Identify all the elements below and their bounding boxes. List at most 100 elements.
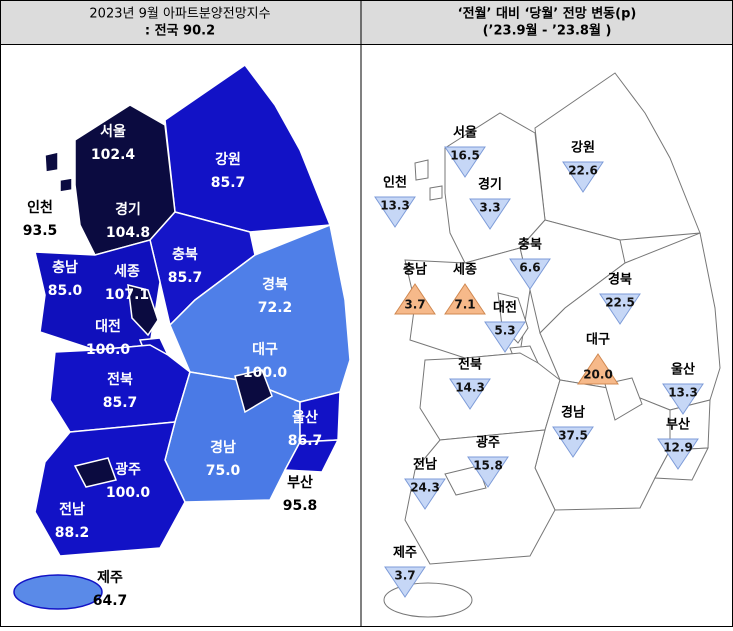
change-triangle-down (562, 161, 604, 193)
region-name: 충남 (403, 262, 427, 278)
region-value: 85.0 (48, 283, 83, 299)
region-shape (13, 574, 103, 610)
change-value: 3.7 (394, 569, 415, 583)
region-value: 104.8 (106, 225, 150, 241)
change-triangle-down (467, 456, 509, 488)
change-value: 6.6 (519, 261, 540, 275)
region-value: 88.2 (55, 525, 90, 541)
change-value: 3.3 (479, 201, 500, 215)
region-shape (444, 465, 487, 496)
left-subtitle: : 전국 90.2 (145, 23, 215, 39)
change-value: 15.8 (473, 459, 503, 473)
left-map (13, 63, 351, 610)
change-triangle-down (552, 426, 594, 458)
region-name: 부산 (287, 474, 313, 491)
change-value: 3.7 (404, 298, 425, 312)
change-triangle-down (599, 293, 641, 325)
region-shape (234, 369, 273, 414)
right-map (383, 72, 721, 618)
change-triangle-down (662, 383, 704, 415)
region-name: 전북 (458, 357, 482, 373)
region-value: 100.0 (243, 365, 288, 381)
region-shape (429, 185, 443, 201)
region-value: 95.8 (283, 498, 318, 514)
region-name: 충북 (518, 237, 542, 253)
region-shape (164, 63, 332, 233)
change-triangle-down (449, 378, 491, 410)
change-triangle-down (509, 258, 551, 290)
region-shape (73, 457, 117, 488)
region-value: 100.0 (86, 342, 131, 358)
change-triangle-down (657, 438, 699, 470)
region-name: 강원 (571, 140, 595, 156)
change-value: 13.3 (668, 386, 698, 400)
region-value: 75.0 (206, 463, 241, 479)
region-shape (419, 352, 561, 441)
region-value: 85.7 (103, 395, 138, 411)
region-name: 광주 (115, 461, 141, 478)
region-name: 세종 (453, 263, 477, 278)
region-shape (49, 344, 191, 433)
region-name: 충남 (52, 259, 78, 276)
region-shape (497, 292, 529, 344)
region-shape (404, 429, 556, 565)
change-value: 12.9 (663, 441, 693, 455)
region-shape (604, 377, 643, 421)
region-name: 부산 (666, 417, 690, 433)
region-value: 107.1 (105, 287, 149, 303)
change-value: 22.6 (568, 164, 598, 178)
region-name: 울산 (671, 362, 695, 378)
change-triangle-down (484, 321, 526, 353)
region-name: 강원 (215, 151, 241, 168)
region-value: 100.0 (106, 485, 151, 501)
change-value: 37.5 (558, 429, 588, 443)
region-name: 경북 (608, 272, 632, 288)
region-name: 인천 (383, 175, 407, 191)
change-value: 16.5 (450, 149, 480, 163)
region-value: 86.7 (288, 433, 323, 449)
region-name: 울산 (292, 409, 318, 426)
region-shape (534, 72, 701, 241)
change-value: 7.1 (454, 298, 475, 312)
right-subtitle: (’23.9월 - ’23.8월 ) (483, 23, 612, 39)
region-name: 광주 (476, 436, 500, 451)
header-bg (0, 0, 733, 45)
region-value: 93.5 (23, 223, 58, 239)
change-triangle-down (469, 198, 511, 230)
change-value: 13.3 (380, 199, 410, 213)
change-value: 5.3 (494, 324, 515, 338)
region-name: 대전 (95, 318, 121, 335)
labels: 서울 102.4 강원 85.7 인천 93.5 경기 104.8 충남 85.0 세종 107.1 충… (23, 123, 704, 609)
region-name: 인천 (27, 199, 53, 216)
change-triangle-down (384, 566, 426, 598)
region-shape (414, 159, 429, 181)
change-triangle-down (404, 478, 446, 510)
change-value: 14.3 (455, 381, 485, 395)
region-name: 서울 (100, 123, 126, 140)
region-name: 경기 (115, 201, 141, 218)
region-name: 대구 (252, 342, 278, 358)
region-name: 경기 (478, 177, 502, 193)
change-triangle-up (444, 283, 486, 315)
region-name: 제주 (393, 546, 417, 561)
region-value: 64.7 (93, 593, 128, 609)
region-name: 경남 (561, 405, 585, 421)
change-triangle-down (374, 196, 416, 228)
change-value: 24.3 (410, 481, 440, 495)
region-name: 대전 (493, 300, 517, 316)
region-shape (44, 151, 59, 173)
region-shape (283, 439, 340, 473)
region-name: 전남 (59, 501, 85, 518)
region-value: 102.4 (91, 147, 136, 163)
left-title: 2023년 9월 아파트분양전망지수 (89, 7, 270, 22)
region-name: 경남 (210, 439, 236, 456)
right-title: ‘전월’ 대비 ‘당월’ 전망 변동(p) (458, 6, 637, 22)
region-value: 72.2 (258, 300, 293, 316)
region-name: 세종 (114, 264, 140, 280)
region-value: 85.7 (168, 270, 203, 286)
region-name: 대구 (586, 333, 610, 348)
change-value: 22.5 (605, 296, 635, 310)
region-name: 경북 (262, 276, 288, 293)
